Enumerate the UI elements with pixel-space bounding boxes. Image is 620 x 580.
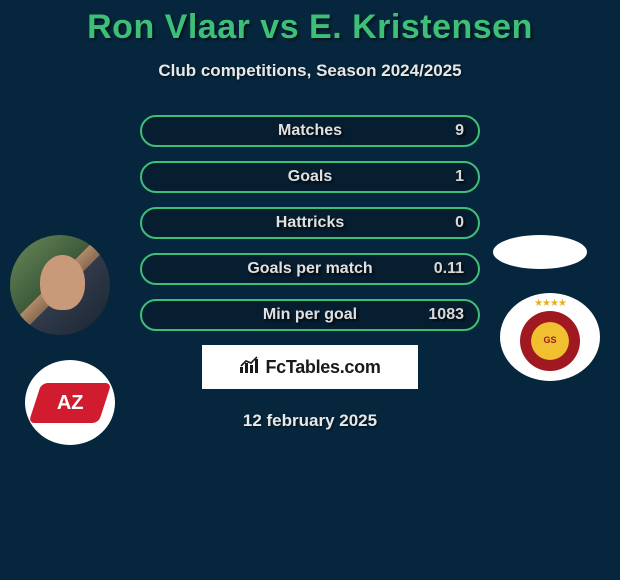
stat-pill-mpg: Min per goal 1083	[140, 299, 480, 331]
stat-pill-gpm: Goals per match 0.11	[140, 253, 480, 285]
stat-row: Min per goal 1083	[0, 299, 620, 331]
stat-right-value: 1	[454, 168, 464, 186]
comparison-title: Ron Vlaar vs E. Kristensen	[0, 0, 620, 47]
stat-right-value: 0.11	[434, 260, 464, 278]
player-left-club-badge: AZ	[25, 360, 115, 445]
stat-right-value: 0	[454, 214, 464, 232]
stat-label: Matches	[278, 122, 342, 140]
stat-label: Goals per match	[247, 260, 372, 278]
stat-row: Goals 1	[0, 161, 620, 193]
stat-pill-hattricks: Hattricks 0	[140, 207, 480, 239]
stat-pill-matches: Matches 9	[140, 115, 480, 147]
stats-area: AZ ★★★★ GS Matches 9 Goals 1 Hattricks 0…	[0, 115, 620, 431]
stat-right-value: 9	[454, 122, 464, 140]
stat-row: Matches 9	[0, 115, 620, 147]
comparison-subtitle: Club competitions, Season 2024/2025	[0, 61, 620, 81]
brand-box: FcTables.com	[202, 345, 418, 389]
stat-label: Goals	[288, 168, 332, 186]
chart-icon	[239, 355, 261, 380]
stat-right-value: 1083	[428, 306, 464, 324]
stat-row: Hattricks 0	[0, 207, 620, 239]
player-left-club-short: AZ	[57, 391, 84, 414]
stat-label: Hattricks	[276, 214, 344, 232]
brand-text: FcTables.com	[265, 357, 380, 378]
stat-label: Min per goal	[263, 306, 357, 324]
stat-pill-goals: Goals 1	[140, 161, 480, 193]
stat-row: Goals per match 0.11	[0, 253, 620, 285]
